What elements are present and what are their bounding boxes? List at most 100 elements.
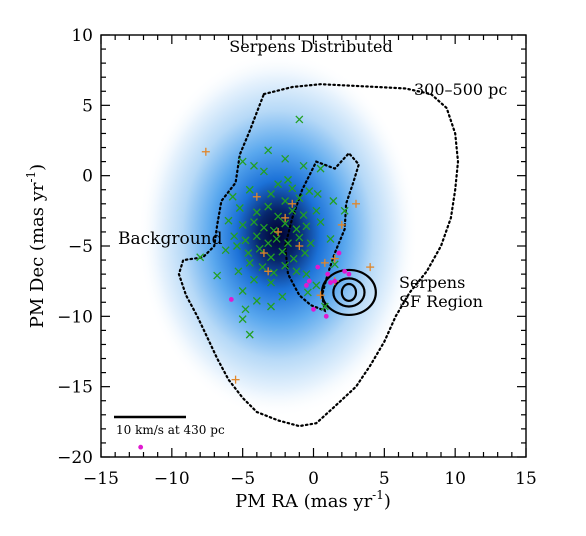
cross-stroke [278, 292, 287, 301]
range-label: 300–500 pc [414, 80, 507, 99]
green-cross-point [238, 220, 247, 229]
x-tick-label: 5 [379, 469, 390, 489]
cross-stroke [269, 226, 278, 235]
cross-stroke [241, 305, 250, 314]
green-cross-point [250, 218, 258, 227]
green-cross-point [252, 296, 261, 305]
green-cross-point [281, 219, 290, 228]
x-tick-label: −15 [83, 469, 119, 489]
y-tick-label: −20 [57, 448, 93, 468]
cross-stroke [238, 157, 247, 166]
green-cross-point [281, 197, 290, 205]
green-cross-point [299, 161, 308, 170]
y-tick-label: 5 [82, 96, 93, 116]
green-cross-point [281, 261, 290, 270]
green-cross-point [233, 242, 241, 250]
cross-stroke [305, 187, 314, 196]
cross-stroke [329, 197, 338, 205]
sf-region-label-line2: SF Region [399, 292, 483, 311]
green-cross-point [241, 305, 250, 314]
green-cross-point [245, 258, 254, 267]
orange-plus-point [281, 213, 290, 222]
magenta-dot-point [138, 444, 144, 450]
cross-stroke [274, 180, 283, 189]
cross-stroke [281, 219, 290, 228]
cross-stroke [238, 287, 247, 295]
cross-stroke [250, 275, 258, 284]
green-cross-point [250, 275, 258, 284]
cross-stroke [316, 218, 325, 227]
green-cross-point [295, 115, 304, 124]
green-cross-point [228, 192, 237, 201]
cross-stroke [292, 267, 301, 276]
cross-stroke [281, 261, 290, 270]
orange-plus-point [288, 199, 297, 208]
y-tick-label: 10 [71, 26, 93, 46]
orange-plus-point [252, 192, 261, 201]
cross-stroke [221, 246, 230, 255]
green-cross-point [241, 236, 250, 245]
cross-stroke [267, 302, 275, 311]
cross-stroke [313, 189, 322, 198]
cross-stroke [295, 115, 304, 124]
cross-stroke [301, 249, 309, 257]
cross-stroke [295, 194, 304, 203]
magenta-dot-point [304, 282, 309, 288]
orange-plus-point [259, 249, 268, 258]
cross-stroke [264, 202, 273, 211]
cross-stroke [288, 206, 297, 215]
sf-contour-1 [332, 277, 366, 308]
y-tick-label: 0 [82, 167, 93, 187]
cross-stroke [224, 216, 233, 225]
sf-region-contours [320, 268, 377, 317]
green-cross-point [267, 189, 275, 198]
cross-stroke [258, 263, 267, 272]
magenta-dot-point [336, 250, 342, 256]
cross-stroke [252, 296, 261, 305]
green-cross-point [264, 202, 273, 211]
green-cross-point [238, 157, 247, 166]
green-cross-point [258, 263, 267, 272]
cross-stroke [264, 146, 273, 155]
cross-stroke [264, 239, 273, 248]
cross-stroke [292, 225, 301, 234]
green-cross-point [302, 222, 311, 231]
green-cross-point [288, 206, 297, 215]
cross-stroke [235, 204, 244, 212]
cross-stroke [230, 232, 239, 241]
orange-plus-point [274, 227, 283, 236]
green-cross-point [245, 330, 254, 339]
cross-stroke [320, 302, 329, 311]
green-cross-point [267, 278, 275, 287]
magenta-dot-point [325, 271, 331, 277]
magenta-dot-point [311, 306, 316, 312]
magenta-dot-point [342, 268, 348, 274]
magenta-dot-point [346, 271, 352, 277]
green-cross-point [305, 187, 314, 196]
green-cross-point [255, 244, 264, 253]
cross-stroke [284, 239, 292, 248]
cross-stroke [281, 197, 290, 205]
cross-stroke [288, 184, 297, 193]
cross-stroke [259, 223, 268, 232]
green-cross-point [329, 197, 338, 205]
green-cross-point [264, 239, 273, 248]
cross-stroke [278, 247, 287, 256]
cross-stroke [284, 175, 292, 184]
chart-title: Serpens Distributed [229, 37, 392, 56]
x-tick-label: 0 [308, 469, 319, 489]
axis-ticks [100, 34, 527, 458]
green-cross-point [278, 292, 287, 301]
green-cross-point [267, 302, 275, 311]
cross-stroke [299, 211, 308, 220]
y-tick-label: −15 [57, 378, 93, 398]
x-tick-label: 10 [444, 469, 466, 489]
green-cross-point [235, 204, 244, 212]
orange-plus-point [316, 291, 325, 300]
cross-stroke [213, 271, 222, 280]
green-cross-point [320, 302, 329, 311]
green-cross-point [306, 239, 315, 248]
green-cross-point [278, 247, 287, 256]
orange-plus-point [201, 147, 210, 156]
cross-stroke [340, 206, 349, 215]
